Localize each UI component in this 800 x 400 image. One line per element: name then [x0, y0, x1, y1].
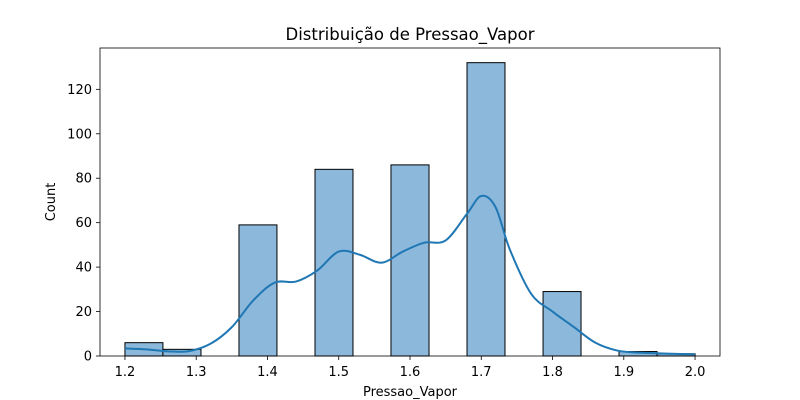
- histogram-bar-3: [238, 224, 278, 357]
- histogram-bar-11: [542, 291, 582, 357]
- y-axis-label: Count: [44, 183, 59, 222]
- y-tick-label: 20: [75, 305, 92, 320]
- histogram-bar-5: [314, 168, 354, 357]
- x-tick-label: 1.9: [613, 365, 634, 380]
- x-tick-label: 1.3: [186, 365, 207, 380]
- histogram-bar-9: [466, 62, 506, 357]
- histogram-bar-7: [390, 164, 430, 357]
- y-tick-label: 120: [67, 83, 92, 98]
- y-tick-label: 40: [75, 261, 92, 276]
- x-axis-label: Pressao_Vapor: [363, 385, 458, 400]
- y-tick-label: 60: [75, 216, 92, 231]
- kde-line: [124, 194, 696, 356]
- x-axis-ticks: 1.2 1.3 1.4 1.5 1.6 1.7 1.8 1.9 2.0: [115, 356, 706, 380]
- y-axis-ticks: 0 20 40 60 80 100 120: [67, 83, 100, 365]
- x-tick-label: 1.8: [542, 365, 563, 380]
- x-tick-label: 1.2: [115, 365, 136, 380]
- x-tick-label: 1.7: [471, 365, 492, 380]
- x-tick-label: 2.0: [685, 365, 706, 380]
- chart-title: Distribuição de Pressao_Vapor: [286, 25, 535, 45]
- y-tick-label: 80: [75, 172, 92, 187]
- x-tick-label: 1.4: [257, 365, 278, 380]
- x-tick-label: 1.5: [328, 365, 349, 380]
- x-tick-label: 1.6: [400, 365, 421, 380]
- y-tick-label: 0: [84, 350, 92, 365]
- bars-group: [124, 62, 696, 357]
- y-tick-label: 100: [67, 127, 92, 142]
